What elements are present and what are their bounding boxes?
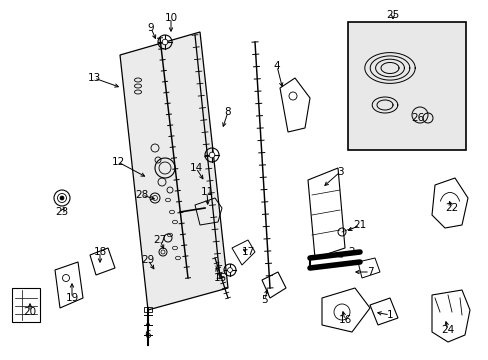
- Text: 4: 4: [273, 61, 280, 71]
- Text: 22: 22: [445, 203, 458, 213]
- Circle shape: [60, 196, 64, 200]
- Text: 20: 20: [23, 307, 37, 317]
- Circle shape: [209, 152, 214, 158]
- Text: 9: 9: [147, 23, 154, 33]
- Text: 8: 8: [224, 107, 231, 117]
- Text: 28: 28: [135, 190, 148, 200]
- Text: 10: 10: [164, 13, 177, 23]
- Text: 12: 12: [111, 157, 124, 167]
- Bar: [347, 22, 465, 150]
- Text: 25: 25: [386, 10, 399, 20]
- Text: 21: 21: [353, 220, 366, 230]
- Text: 27: 27: [153, 235, 166, 245]
- Bar: [143, 307, 152, 312]
- Text: 7: 7: [366, 267, 372, 277]
- Text: 18: 18: [93, 247, 106, 257]
- Text: 24: 24: [441, 325, 454, 335]
- Circle shape: [227, 267, 232, 273]
- Text: 15: 15: [213, 273, 226, 283]
- Text: 17: 17: [241, 247, 254, 257]
- Polygon shape: [120, 32, 227, 310]
- Text: 3: 3: [336, 167, 343, 177]
- Text: 6: 6: [144, 330, 151, 340]
- Text: 19: 19: [65, 293, 79, 303]
- Text: 13: 13: [87, 73, 101, 83]
- Text: 1: 1: [386, 310, 392, 320]
- Text: 23: 23: [55, 207, 68, 217]
- Text: 5: 5: [261, 295, 268, 305]
- Circle shape: [162, 39, 167, 45]
- Text: 14: 14: [189, 163, 202, 173]
- Text: 29: 29: [141, 255, 154, 265]
- Text: 16: 16: [338, 315, 351, 325]
- Text: 26: 26: [410, 113, 424, 123]
- Text: 2: 2: [348, 247, 355, 257]
- Text: 11: 11: [200, 187, 213, 197]
